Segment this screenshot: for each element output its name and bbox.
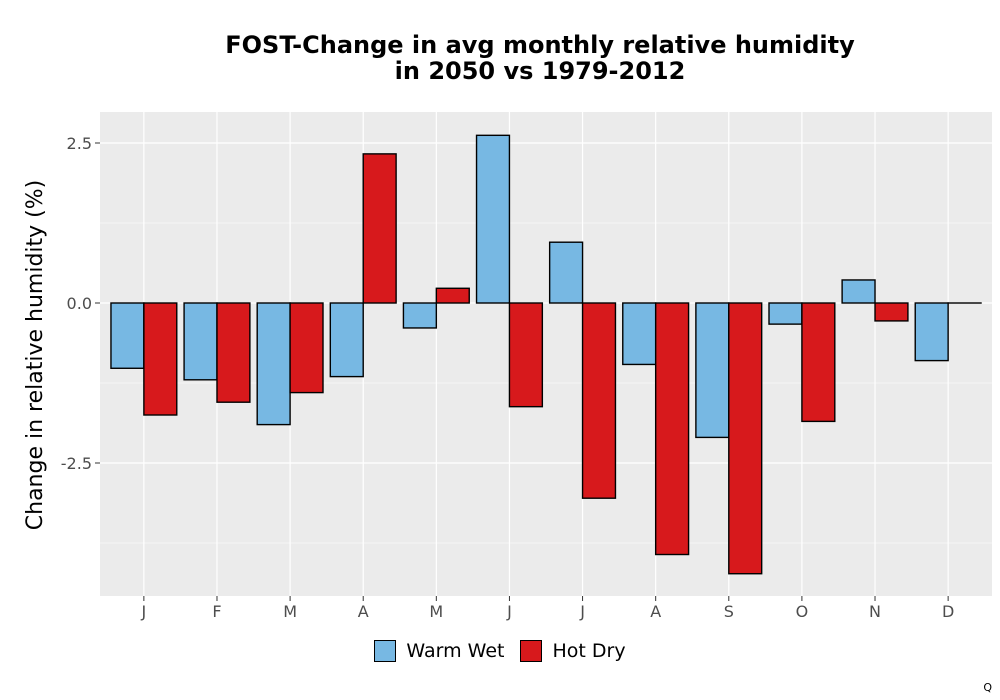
bar-warm-wet-5 [475, 134, 511, 304]
x-tick-label: S [724, 602, 734, 621]
x-tick-label: D [942, 602, 954, 621]
chart-title-line-2: in 2050 vs 1979-2012 [394, 57, 686, 85]
legend-swatch-hot-dry [520, 640, 543, 662]
x-tick-label: N [869, 602, 881, 621]
bar-hot-dry-0 [143, 302, 178, 416]
y-axis-label: Change in relative humidity (%) [23, 180, 48, 530]
y-tick-label: 2.5 [67, 134, 92, 153]
bar-hot-dry-3 [362, 153, 397, 304]
bar-warm-wet-2 [256, 302, 291, 426]
y-tick-label: -2.5 [61, 454, 92, 473]
bar-hot-dry-10 [874, 302, 909, 322]
bar-warm-wet-7 [622, 302, 657, 366]
legend-swatch-warm-wet [374, 640, 397, 662]
x-tick-label: J [141, 602, 147, 621]
bar-warm-wet-3 [329, 302, 364, 378]
legend: Warm Wet Hot Dry [0, 640, 1000, 662]
x-tick-label: M [429, 602, 443, 621]
bar-hot-dry-1 [216, 302, 251, 403]
x-tick-label: J [506, 602, 512, 621]
bar-warm-wet-4 [402, 302, 438, 329]
bar-warm-wet-10 [841, 279, 876, 304]
legend-label-warm-wet: Warm Wet [406, 640, 505, 662]
bar-hot-dry-4 [435, 287, 470, 304]
y-tick-label: 0.0 [67, 294, 92, 313]
bar-warm-wet-6 [548, 241, 584, 304]
legend-label-hot-dry: Hot Dry [552, 640, 626, 662]
bar-warm-wet-11 [914, 302, 949, 362]
x-tick-label: M [283, 602, 297, 621]
legend-item-hot-dry: Hot Dry [520, 640, 626, 662]
x-tick-label: A [650, 602, 661, 621]
x-tick-label: F [212, 602, 221, 621]
x-tick-label: A [358, 602, 369, 621]
bar-warm-wet-0 [110, 302, 145, 369]
bar-hot-dry-8 [728, 302, 763, 575]
bar-warm-wet-1 [183, 302, 218, 381]
bar-hot-dry-9 [801, 302, 836, 423]
bar-hot-dry-6 [581, 302, 617, 499]
bar-hot-dry-2 [289, 302, 324, 394]
bars [110, 134, 982, 575]
bar-hot-dry-5 [508, 302, 544, 408]
corner-mark: Q [983, 681, 992, 694]
chart-title: FOST-Change in avg monthly relative humi… [100, 32, 980, 84]
bar-hot-dry-7 [654, 302, 690, 556]
bar-warm-wet-9 [768, 302, 803, 325]
legend-item-warm-wet: Warm Wet [374, 640, 504, 662]
x-tick-label: O [796, 602, 809, 621]
chart-title-line-1: FOST-Change in avg monthly relative humi… [225, 31, 855, 59]
bar-warm-wet-8 [695, 302, 730, 439]
x-tick-label: J [579, 602, 585, 621]
axes: 2.5 0.0 -2.5 J F M A M J J A S O N D [61, 134, 955, 621]
